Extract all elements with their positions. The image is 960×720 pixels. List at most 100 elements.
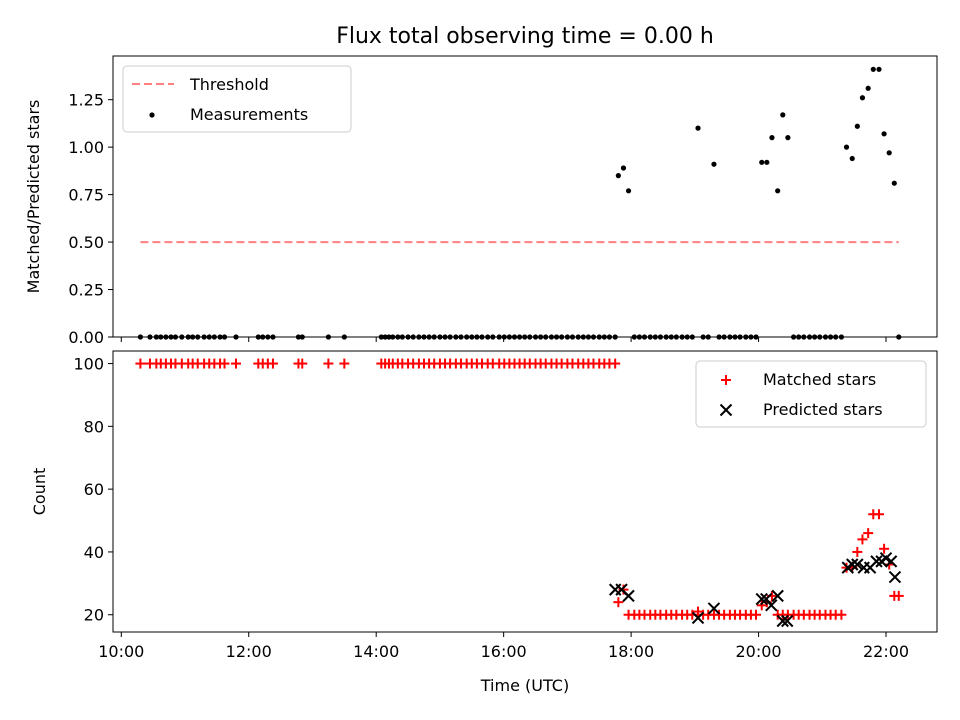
measurement-point [147, 334, 153, 340]
bottom-y-tick-label: 20 [84, 606, 104, 625]
matched-star-point [874, 509, 885, 520]
measurement-point [684, 334, 690, 340]
measurement-point [395, 334, 401, 340]
measurement-point [437, 334, 443, 340]
measurement-point [390, 334, 396, 340]
measurement-point [399, 334, 405, 340]
measurement-point [580, 334, 586, 340]
measurement-point [464, 334, 470, 340]
legend-threshold-label: Threshold [189, 75, 269, 94]
measurement-point [233, 334, 239, 340]
cross-b [719, 403, 733, 417]
measurement-point [270, 334, 276, 340]
measurement-point [886, 150, 892, 156]
measurement-point [711, 161, 717, 167]
matched-star-point [267, 358, 278, 369]
measurement-point [190, 334, 196, 340]
legend-measurement-swatch [149, 112, 155, 118]
measurement-point [668, 334, 674, 340]
x-tick-label: 22:00 [863, 642, 909, 661]
measurement-point [516, 334, 523, 340]
matched-star-point [323, 358, 334, 369]
matched-star-point [297, 358, 308, 369]
measurement-point [172, 334, 179, 340]
measurement-point [382, 334, 388, 340]
measurement-point [865, 85, 871, 91]
legend-measurements-label: Measurements [190, 105, 308, 124]
x-tick-label: 12:00 [226, 642, 272, 661]
measurement-point [891, 180, 897, 186]
measurement-point [849, 155, 855, 162]
legend-matched-swatch [721, 375, 731, 385]
matched-star-point [836, 609, 847, 620]
legend-predicted-swatch [719, 403, 733, 417]
measurement-point [700, 334, 706, 340]
measurement-point [206, 334, 212, 340]
measurement-point [806, 334, 813, 340]
measurement-point [255, 334, 261, 340]
measurement-point [615, 173, 621, 179]
measurement-point [168, 334, 174, 340]
measurement-point [716, 334, 722, 340]
measurement-point [485, 334, 491, 340]
measurement-point [663, 334, 669, 340]
predicted-star-point [851, 558, 864, 571]
measurement-point [748, 334, 754, 340]
top-y-tick-label: 0.75 [68, 186, 104, 205]
measurement-point [652, 334, 658, 340]
measurement-point [785, 135, 791, 141]
top-y-axis-label: Matched/Predicted stars [24, 100, 43, 294]
measurement-point [341, 334, 347, 340]
predicted-star-point [781, 614, 794, 628]
measurement-point [596, 334, 602, 340]
measurement-point [458, 334, 464, 340]
top-panel: 0.00 0.25 0.50 0.75 1.00 1.25 [68, 55, 938, 347]
top-legend-box [122, 65, 352, 133]
measurement-point [496, 334, 502, 340]
matched-star-point [135, 358, 146, 369]
top-y-tick-label: 0.00 [68, 328, 104, 347]
measurement-point [325, 334, 331, 340]
measurement-point [695, 125, 701, 131]
measurement-point [657, 334, 664, 340]
measurement-point [876, 66, 882, 72]
measurement-point [817, 334, 823, 340]
x-tick-label: 16:00 [481, 642, 527, 661]
bottom-legend: Matched stars Predicted stars [695, 360, 927, 428]
predicted-star-point [691, 611, 705, 625]
measurement-point [453, 334, 459, 340]
measurement-point [522, 334, 528, 340]
predicted-star-point [755, 592, 768, 606]
top-y-tick-label: 0.50 [68, 233, 104, 252]
measurement-point [153, 334, 159, 340]
measurement-point [506, 334, 512, 340]
measurement-point [721, 334, 727, 340]
measurement-point [564, 334, 570, 340]
measurement-point [416, 334, 422, 340]
measurement-point [179, 334, 185, 340]
measurement-point [195, 334, 201, 340]
measurement-point [569, 334, 576, 340]
measurement-point [431, 334, 437, 340]
cross-b [755, 592, 768, 606]
bottom-legend-box [695, 360, 927, 428]
measurement-point [559, 334, 565, 340]
measurement-point [527, 334, 533, 340]
predicted-star-point [846, 558, 859, 571]
cross-b [884, 555, 898, 568]
predicted-star-point [888, 570, 902, 584]
measurement-point [575, 334, 581, 340]
measurement-point [606, 334, 613, 340]
legend-predicted-label: Predicted stars [763, 400, 883, 419]
measurement-point [553, 334, 560, 340]
measurement-point [705, 334, 711, 340]
measurement-point [743, 334, 749, 340]
measurement-point [727, 334, 733, 340]
measurement-point [585, 334, 592, 340]
cross-b [851, 558, 864, 571]
predicted-star-point [765, 599, 778, 612]
legend-matched-label: Matched stars [763, 370, 876, 389]
matched-star-point [893, 590, 904, 601]
measurement-point [827, 334, 834, 340]
measurement-point [801, 334, 807, 340]
